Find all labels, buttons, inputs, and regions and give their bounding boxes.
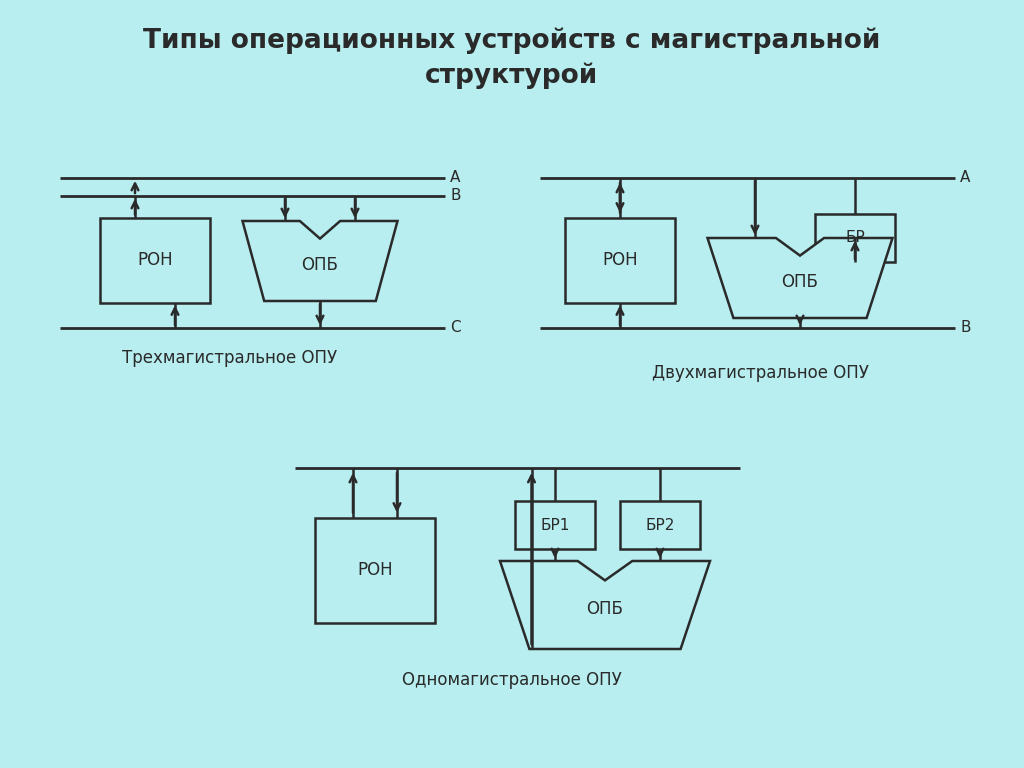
Text: РОН: РОН bbox=[602, 251, 638, 269]
Bar bbox=[515, 501, 595, 549]
Text: С: С bbox=[450, 320, 461, 336]
Bar bbox=[815, 214, 895, 262]
Text: ОПБ: ОПБ bbox=[587, 601, 624, 618]
Bar bbox=[100, 217, 210, 303]
Text: РОН: РОН bbox=[137, 251, 173, 269]
Text: А: А bbox=[961, 170, 971, 186]
Bar bbox=[620, 501, 700, 549]
Text: А: А bbox=[450, 170, 461, 186]
Text: БР1: БР1 bbox=[541, 518, 569, 532]
Text: БР: БР bbox=[845, 230, 865, 246]
Text: Двухмагистральное ОПУ: Двухмагистральное ОПУ bbox=[651, 364, 868, 382]
Text: ОПБ: ОПБ bbox=[301, 256, 339, 274]
Text: Одномагистральное ОПУ: Одномагистральное ОПУ bbox=[402, 671, 622, 689]
Polygon shape bbox=[708, 238, 893, 318]
Polygon shape bbox=[500, 561, 710, 649]
Bar bbox=[315, 518, 435, 623]
Text: Типы операционных устройств с магистральной
структурой: Типы операционных устройств с магистраль… bbox=[143, 28, 881, 88]
Bar bbox=[565, 217, 675, 303]
Text: ОПБ: ОПБ bbox=[781, 273, 818, 291]
Text: РОН: РОН bbox=[357, 561, 393, 579]
Polygon shape bbox=[243, 221, 397, 301]
Text: В: В bbox=[450, 188, 461, 204]
Text: В: В bbox=[961, 320, 971, 336]
Text: Трехмагистральное ОПУ: Трехмагистральное ОПУ bbox=[123, 349, 338, 367]
Text: БР2: БР2 bbox=[645, 518, 675, 532]
